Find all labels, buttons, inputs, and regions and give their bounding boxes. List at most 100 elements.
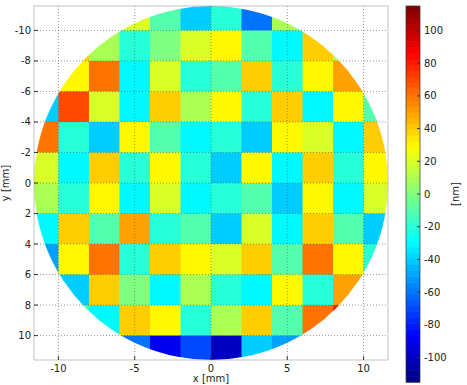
cell xyxy=(211,305,242,336)
x-axis-label: x [mm] xyxy=(193,373,229,384)
colorbar-step xyxy=(406,353,420,359)
x-tick-label: 5 xyxy=(284,363,290,374)
colorbar-step xyxy=(406,294,420,300)
tick xyxy=(34,305,38,306)
grid-line xyxy=(34,60,388,61)
cell xyxy=(303,91,334,122)
x-tick-label: -5 xyxy=(130,363,140,374)
cell xyxy=(34,122,59,153)
colorbar-tick-label: -100 xyxy=(424,352,447,363)
colorbar-step xyxy=(406,141,420,147)
colorbar-step xyxy=(406,376,420,382)
cell xyxy=(58,214,89,245)
colorbar-tick-label: 20 xyxy=(424,156,437,167)
colorbar-step xyxy=(406,359,420,365)
colorbar-tick xyxy=(417,292,420,293)
cell xyxy=(242,275,273,306)
cell xyxy=(150,6,181,31)
cell xyxy=(242,122,273,153)
cell xyxy=(364,152,388,183)
colorbar-tick-label: 0 xyxy=(424,189,430,200)
colorbar-frame xyxy=(406,6,420,382)
tick xyxy=(34,213,38,214)
colorbar-tick xyxy=(417,95,420,96)
colorbar-step xyxy=(406,159,420,165)
colorbar-step xyxy=(406,94,420,100)
colorbar-step xyxy=(406,265,420,271)
colorbar-tick-label: 40 xyxy=(424,123,437,134)
y-axis-label: y [mm] xyxy=(0,165,11,201)
cell xyxy=(89,275,120,306)
cell xyxy=(89,183,120,214)
grid-line xyxy=(34,91,388,92)
colorbar-label: [nm] xyxy=(450,182,461,206)
colorbar-tick-label: 60 xyxy=(424,90,437,101)
cell xyxy=(150,275,181,306)
cell xyxy=(364,122,388,153)
colorbar-tick-label: -20 xyxy=(424,221,440,232)
colorbar-step xyxy=(406,106,420,112)
tick xyxy=(134,356,135,360)
chart: -10-50510-10-8-6-4-20246810x [mm]y [mm]-… xyxy=(0,0,467,385)
colorbar-step xyxy=(406,335,420,341)
cell xyxy=(211,152,242,183)
colorbar-step xyxy=(406,171,420,177)
y-tick-label: 10 xyxy=(18,330,31,341)
y-tick-label: 6 xyxy=(25,269,31,280)
colorbar-step xyxy=(406,229,420,235)
cell xyxy=(333,152,364,183)
grid-line xyxy=(134,6,135,360)
grid-line xyxy=(34,213,388,214)
cell xyxy=(211,244,242,275)
colorbar-tick xyxy=(417,194,420,195)
tick xyxy=(58,356,59,360)
cell xyxy=(58,152,89,183)
colorbar-tick xyxy=(417,128,420,129)
y-tick-label: -8 xyxy=(21,55,31,66)
tick xyxy=(34,121,38,122)
cell xyxy=(242,91,273,122)
cell xyxy=(303,183,334,214)
grid-line xyxy=(34,121,388,122)
cell xyxy=(58,122,89,153)
cell xyxy=(89,214,120,245)
colorbar-step xyxy=(406,241,420,247)
cell xyxy=(364,244,388,275)
colorbar-step xyxy=(406,300,420,306)
colorbar-tick xyxy=(417,63,420,64)
tick xyxy=(34,244,38,245)
tick xyxy=(363,356,364,360)
cell xyxy=(58,305,89,336)
cell xyxy=(333,275,364,306)
cell xyxy=(303,275,334,306)
cell xyxy=(150,336,181,360)
tick xyxy=(34,60,38,61)
grid-line xyxy=(363,6,364,360)
colorbar-step xyxy=(406,30,420,36)
cell xyxy=(180,214,211,245)
plot-frame xyxy=(34,6,388,360)
tick xyxy=(34,274,38,275)
cell xyxy=(89,91,120,122)
cell xyxy=(150,305,181,336)
tick xyxy=(34,183,38,184)
cell xyxy=(211,122,242,153)
cell xyxy=(89,244,120,275)
cell xyxy=(34,244,59,275)
cell xyxy=(58,244,89,275)
cell xyxy=(211,6,242,31)
tick xyxy=(34,152,38,153)
cell xyxy=(58,183,89,214)
cell xyxy=(333,30,364,61)
colorbar-step xyxy=(406,194,420,200)
colorbar-step xyxy=(406,329,420,335)
cell xyxy=(211,183,242,214)
colorbar-tick-label: -60 xyxy=(424,287,440,298)
colorbar-step xyxy=(406,282,420,288)
colorbar-step xyxy=(406,112,420,118)
y-tick-label: -10 xyxy=(15,25,31,36)
colorbar: -100-80-60-40-20020406080100 xyxy=(406,6,447,383)
cell xyxy=(211,214,242,245)
colorbar-step xyxy=(406,18,420,24)
cell xyxy=(272,152,303,183)
